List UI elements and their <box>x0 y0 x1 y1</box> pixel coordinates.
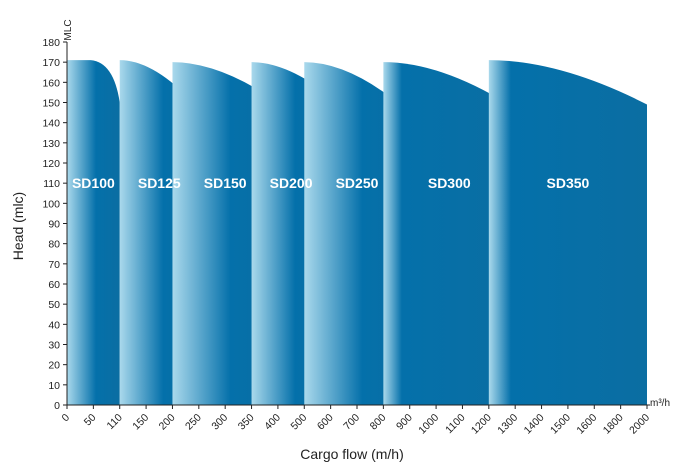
x-tick-label: 1300 <box>495 412 520 437</box>
y-tick-label: 40 <box>48 319 60 331</box>
y-tick-label: 100 <box>42 198 60 210</box>
y-tick-label: 150 <box>42 98 60 110</box>
y-tick-label: 130 <box>42 138 60 150</box>
x-tick-label: 350 <box>236 412 257 433</box>
y-tick-label: 0 <box>54 400 60 412</box>
x-tick-label: 1400 <box>522 412 547 437</box>
y-axis: 0 10 20 30 40 50 60 70 80 90 100 110 120 130 140 150 160… <box>42 37 68 412</box>
y-tick-label: 80 <box>48 239 60 251</box>
x-tick-label: 1800 <box>601 412 626 437</box>
x-tick-label: 250 <box>183 412 204 433</box>
x-tick-label: 1000 <box>416 412 441 437</box>
series-area-sd300 <box>383 62 516 406</box>
y-tick-label: 20 <box>48 360 60 372</box>
y-tick-label: 110 <box>43 178 60 190</box>
series-label-sd125: SD125 <box>138 175 181 191</box>
x-tick-label: 1100 <box>443 412 468 437</box>
y-tick-label: 10 <box>48 380 60 392</box>
y-tick-label: 170 <box>42 57 60 69</box>
x-tick-label: 200 <box>157 412 178 433</box>
series-labels: SD100 SD125 SD150 SD200 SD250 SD300 SD350 <box>72 175 590 191</box>
x-tick-label: 900 <box>394 412 415 433</box>
series-area-sd100 <box>67 60 120 406</box>
x-tick-label: 2000 <box>627 412 652 437</box>
x-tick-label: 300 <box>209 412 230 433</box>
x-tick-label: 700 <box>341 412 362 433</box>
x-tick-label: 1600 <box>574 412 599 437</box>
x-tick-label: 0 <box>60 412 73 425</box>
y-tick-label: 90 <box>48 219 60 231</box>
y-tick-label: 120 <box>42 158 60 170</box>
x-tick-label: 1200 <box>469 412 494 437</box>
x-tick-label: 110 <box>105 412 125 432</box>
series-area-sd350 <box>488 60 647 406</box>
x-tick-label: 50 <box>82 412 99 429</box>
series-label-sd300: SD300 <box>428 175 471 191</box>
x-axis-title: Cargo flow (m/h) <box>300 446 403 462</box>
x-tick-label: 500 <box>289 412 310 433</box>
series-label-sd350: SD350 <box>547 175 590 191</box>
series-label-sd150: SD150 <box>204 175 247 191</box>
y-tick-label: 140 <box>42 118 60 130</box>
x-tick-label: 150 <box>130 412 151 433</box>
y-tick-label: 70 <box>48 259 60 271</box>
x-unit-label: m³/h <box>650 398 670 409</box>
y-tick-label: 180 <box>42 37 60 49</box>
y-unit-label: MLC <box>63 19 74 40</box>
series-label-sd200: SD200 <box>270 175 313 191</box>
y-tick-label: 50 <box>48 299 60 311</box>
x-tick-label: 400 <box>262 412 283 433</box>
series-areas <box>67 60 647 406</box>
x-tick-label: 800 <box>368 412 389 433</box>
y-tick-label: 160 <box>42 77 60 89</box>
y-tick-label: 30 <box>48 340 60 352</box>
series-label-sd250: SD250 <box>336 175 379 191</box>
x-axis: 0 50 110 150 200 250 300 350 400 500 600 700 800 900 1… <box>60 404 652 437</box>
x-tick-label: 600 <box>315 412 336 433</box>
y-tick-label: 60 <box>48 279 60 291</box>
x-tick-label: 1500 <box>548 412 573 437</box>
series-label-sd100: SD100 <box>72 175 115 191</box>
y-axis-title: Head (mlc) <box>10 192 26 260</box>
